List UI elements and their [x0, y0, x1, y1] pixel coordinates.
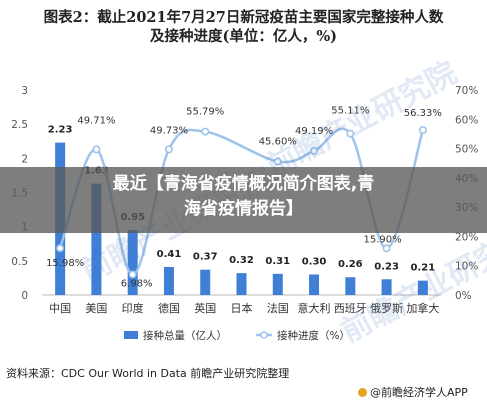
- y2-tick-label: 10%: [455, 261, 478, 273]
- overlay-banner: 最近【青海省疫情概况简介图表,青 海省疫情报告】: [0, 167, 487, 233]
- x-tick-label: 日本: [231, 301, 253, 315]
- brand-credit: @前瞻经济学人APP: [358, 384, 468, 400]
- chart-title-line1: 图表2：截止2021年7月27日新冠疫苗主要国家完整接种人数: [43, 9, 444, 26]
- y2-tick-label: 60%: [455, 114, 478, 126]
- y2-tick-label: 70%: [455, 85, 478, 97]
- legend-line-label: 接种进度（%）: [277, 329, 350, 342]
- y-tick-label: 0.5: [11, 256, 28, 268]
- y-tick-label: 3: [21, 85, 28, 97]
- y2-tick-label: 0%: [455, 290, 472, 302]
- y-tick-label: 2.5: [11, 119, 28, 131]
- line-point: [128, 270, 137, 279]
- bar-value-label: 0.41: [157, 249, 182, 260]
- x-tick-label: 意大利: [298, 301, 331, 315]
- line-value-label: 55.11%: [331, 106, 369, 117]
- x-tick-label: 美国: [85, 302, 107, 315]
- x-tick-label: 加拿大: [406, 301, 439, 315]
- line-value-label: 49.73%: [150, 125, 188, 136]
- line-point: [418, 126, 427, 135]
- line-point: [201, 127, 210, 136]
- bar-value-label: 2.23: [48, 125, 73, 136]
- line-value-label: 15.90%: [364, 234, 402, 245]
- bar: [163, 266, 174, 295]
- bar-value-label: 0.31: [265, 256, 290, 267]
- legend-bar-swatch: [124, 331, 138, 339]
- line-point: [56, 244, 65, 253]
- x-tick-label: 德国: [158, 301, 180, 315]
- bar-value-label: 0.30: [302, 257, 327, 268]
- line-value-label: 45.60%: [259, 136, 297, 147]
- banner-line2: 海省疫情报告】: [184, 199, 303, 219]
- source-note: 资料来源：CDC Our World in Data 前瞻产业研究院整理: [6, 367, 290, 380]
- x-tick-label: 西班牙: [334, 302, 367, 315]
- brand-text: @前瞻经济学人APP: [370, 386, 468, 399]
- brand-logo-icon: [358, 388, 367, 397]
- bar: [236, 273, 247, 295]
- bar-value-label: 0.26: [338, 259, 363, 270]
- line-value-label: 49.19%: [295, 126, 333, 137]
- x-tick-label: 印度: [122, 301, 144, 315]
- bar: [127, 230, 138, 295]
- line-point: [273, 157, 282, 166]
- x-tick-label: 英国: [194, 301, 216, 315]
- bar: [309, 274, 320, 295]
- x-tick-label: 法国: [267, 301, 289, 315]
- bar-value-label: 0.32: [229, 255, 254, 266]
- bar: [381, 279, 392, 295]
- legend-bar-label: 接种总量（亿人）: [143, 329, 227, 342]
- line-value-label: 55.79%: [186, 107, 224, 118]
- chart-title-line2: 及接种进度(单位：亿人，%): [150, 28, 337, 45]
- line-point: [346, 129, 355, 138]
- y2-tick-label: 50%: [455, 144, 478, 156]
- line-value-label: 6.98%: [121, 279, 153, 290]
- bar: [200, 269, 211, 295]
- bar: [272, 273, 283, 295]
- bar-value-label: 0.23: [374, 261, 399, 272]
- bar-value-label: 0.37: [193, 252, 218, 263]
- y-tick-label: 2: [21, 153, 28, 165]
- line-point: [164, 145, 173, 154]
- line-value-label: 56.33%: [404, 108, 442, 119]
- chart-title: 图表2：截止2021年7月27日新冠疫苗主要国家完整接种人数 及接种进度(单位：…: [0, 8, 487, 46]
- x-tick-label: 中国: [49, 302, 71, 315]
- line-value-label: 15.98%: [46, 258, 84, 269]
- bar: [417, 280, 428, 295]
- line-point: [382, 244, 391, 253]
- bar: [91, 183, 102, 295]
- bar-value-label: 0.21: [411, 263, 436, 274]
- line-value-label: 49.71%: [77, 115, 115, 126]
- line-point: [92, 145, 101, 154]
- y2-tick-label: 20%: [455, 231, 478, 243]
- y-tick-label: 0: [21, 290, 28, 302]
- legend-line-marker: [260, 331, 268, 339]
- bar: [345, 277, 356, 295]
- x-tick-label: 俄罗斯: [370, 302, 403, 315]
- line-point: [310, 146, 319, 155]
- banner-line1: 最近【青海省疫情概况简介图表,青: [112, 174, 375, 194]
